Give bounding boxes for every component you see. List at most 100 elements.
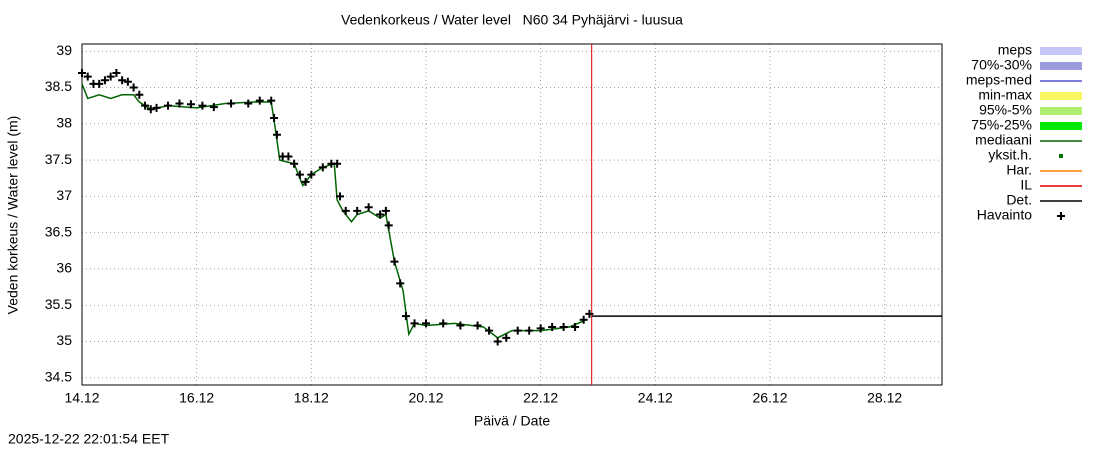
observation	[295, 170, 304, 179]
y-tick-label: 34.5	[45, 368, 72, 384]
observation	[390, 257, 399, 266]
observation	[396, 279, 405, 288]
observation	[186, 100, 195, 109]
observation	[100, 76, 109, 85]
observation	[456, 321, 465, 330]
legend-label: meps	[998, 42, 1032, 58]
observation	[364, 203, 373, 212]
observation	[473, 321, 482, 330]
observation	[333, 159, 342, 168]
observation	[272, 130, 281, 139]
observation	[198, 101, 207, 110]
observation	[341, 206, 350, 215]
observation	[141, 101, 150, 110]
observation	[244, 99, 253, 108]
observation	[164, 101, 172, 110]
observation	[579, 315, 588, 324]
observation	[255, 96, 264, 105]
timestamp: 2025-12-22 22:01:54 EET	[8, 431, 170, 447]
legend-label: meps-med	[966, 72, 1032, 88]
y-tick-label: 39	[56, 42, 72, 58]
x-tick-label: 24.12	[638, 390, 673, 406]
series-line	[81, 83, 587, 339]
legend-swatch	[1040, 62, 1082, 70]
observation	[381, 206, 390, 215]
legend-label: 75%-25%	[971, 117, 1032, 133]
observation	[112, 69, 121, 78]
legend-label: min-max	[978, 87, 1032, 103]
x-tick-label: 28.12	[867, 390, 902, 406]
legend-swatch	[1040, 122, 1082, 130]
observation	[307, 170, 316, 179]
observation	[284, 152, 293, 161]
observation	[152, 103, 161, 112]
y-tick-label: 38	[56, 115, 72, 131]
observation	[336, 192, 344, 201]
legend-label: Har.	[1006, 162, 1032, 178]
y-tick-label: 37	[56, 187, 72, 203]
observation	[410, 319, 419, 328]
observation	[485, 326, 494, 335]
observation	[270, 114, 279, 123]
observation	[318, 163, 327, 172]
legend-label: IL	[1020, 177, 1032, 193]
legend-label: Havainto	[977, 207, 1032, 223]
observation	[123, 77, 132, 86]
y-tick-label: 35	[56, 332, 72, 348]
observation	[146, 105, 155, 114]
x-tick-label: 16.12	[179, 390, 214, 406]
legend-swatch	[1040, 47, 1082, 55]
observation	[290, 159, 299, 168]
x-tick-label: 22.12	[523, 390, 558, 406]
plot-frame	[81, 43, 943, 386]
observation	[439, 319, 448, 328]
observation	[384, 221, 393, 230]
observation	[106, 72, 115, 81]
observation	[422, 319, 430, 328]
x-tick-label: 18.12	[294, 390, 329, 406]
observation	[175, 99, 184, 108]
observation	[227, 99, 236, 108]
observation	[78, 69, 86, 78]
legend-label: mediaani	[975, 132, 1032, 148]
x-tick-label: 20.12	[408, 390, 443, 406]
observation	[353, 206, 362, 215]
observation	[95, 79, 104, 88]
observation	[135, 90, 144, 99]
observation	[525, 326, 534, 335]
observation	[83, 72, 92, 81]
observation	[376, 210, 385, 219]
observation	[267, 96, 276, 105]
observation	[513, 326, 522, 335]
y-tick-label: 37.5	[45, 151, 72, 167]
y-tick-label: 35.5	[45, 296, 72, 312]
observation	[301, 177, 310, 186]
legend-label: Det.	[1006, 192, 1032, 208]
y-tick-label: 38.5	[45, 78, 72, 94]
legend-label: 95%-5%	[979, 102, 1032, 118]
chart-title: Vedenkorkeus / Water level N60 34 Pyhäjä…	[341, 12, 683, 28]
x-tick-label: 26.12	[752, 390, 787, 406]
observation	[571, 322, 580, 331]
y-axis-label: Veden korkeus / Water level (m)	[5, 116, 21, 315]
legend-swatch	[1057, 212, 1065, 220]
observation	[209, 103, 218, 112]
observation	[559, 322, 568, 331]
observation	[548, 322, 557, 331]
y-tick-label: 36.5	[45, 223, 72, 239]
legend-swatch	[1040, 92, 1082, 100]
x-tick-label: 14.12	[64, 390, 99, 406]
legend-swatch	[1040, 107, 1082, 115]
observation	[493, 337, 502, 346]
observation	[118, 76, 127, 85]
y-tick-label: 36	[56, 260, 72, 276]
legend-label: 70%-30%	[971, 57, 1032, 73]
legend-swatch	[1059, 154, 1063, 158]
observation	[502, 333, 511, 342]
observation	[401, 312, 410, 321]
observation	[536, 324, 545, 333]
observation	[129, 83, 138, 92]
observation	[585, 309, 594, 318]
x-axis-label: Päivä / Date	[474, 413, 550, 429]
